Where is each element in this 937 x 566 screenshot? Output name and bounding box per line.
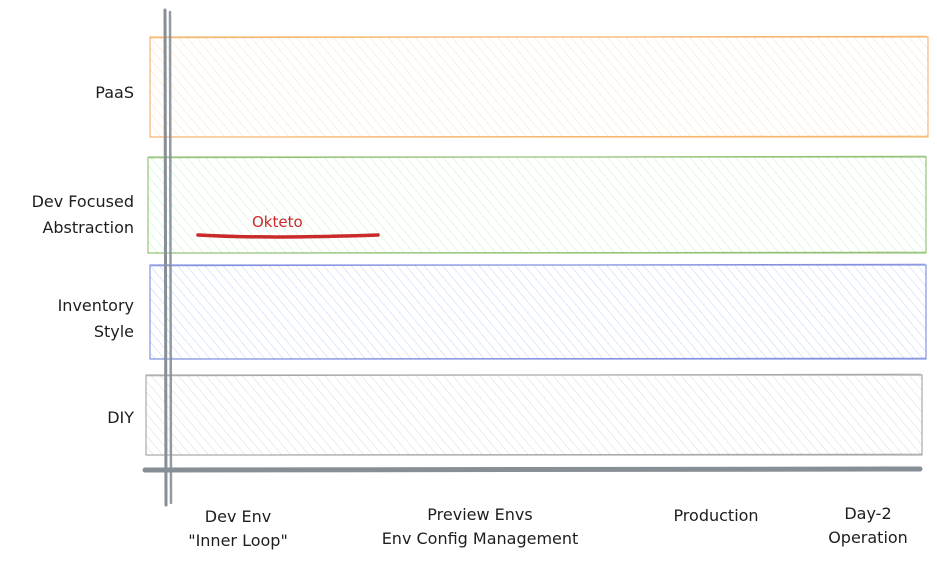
lane-label-paas: PaaS [95, 83, 134, 102]
lane-label-dev-focused-abstraction: Dev Focused Abstraction [31, 192, 134, 237]
stage-label-production: Production [673, 506, 759, 525]
stage-label-preview-envs: Preview Envs Env Config Management [381, 505, 579, 548]
stage-label-day-2-operation: Day-2 Operation [828, 504, 908, 547]
lane-diy [145, 373, 923, 456]
okteto-underline [196, 233, 380, 239]
lane-label-diy: DIY [107, 408, 134, 427]
lane-paas [149, 35, 929, 138]
tool-label-okteto: Okteto [252, 213, 303, 231]
lane-label-inventory-style: Inventory Style [57, 296, 134, 341]
stage-label-dev-env: Dev Env "Inner Loop" [188, 507, 288, 550]
vertical-axis [163, 8, 173, 507]
lane-inventory-style [149, 263, 927, 360]
horizontal-axis [142, 466, 923, 473]
